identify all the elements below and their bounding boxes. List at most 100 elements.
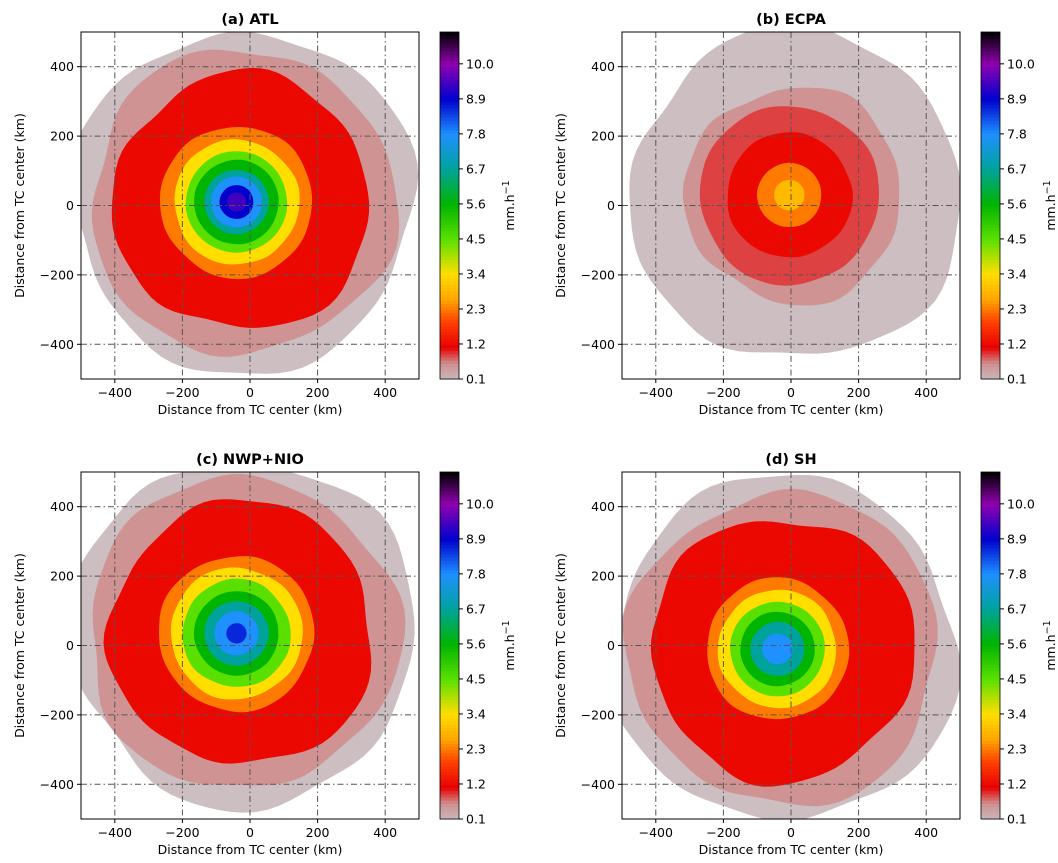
colorbar-segment bbox=[440, 189, 459, 194]
x-tick-label: 400 bbox=[914, 825, 938, 840]
y-tick-label: 400 bbox=[50, 59, 74, 74]
colorbar-segment bbox=[440, 268, 459, 273]
colorbar-segment bbox=[440, 230, 459, 235]
colorbar-segment bbox=[440, 290, 459, 295]
colorbar-segment bbox=[981, 211, 1000, 216]
colorbar-segment bbox=[440, 721, 459, 725]
colorbar-tick-label: 3.4 bbox=[466, 706, 486, 721]
colorbar-label: mm.h−1 bbox=[501, 180, 517, 230]
colorbar-segment bbox=[440, 237, 459, 241]
colorbar-segment bbox=[981, 161, 1000, 166]
colorbar-segment bbox=[981, 721, 1000, 725]
colorbar-segment bbox=[440, 211, 459, 216]
panel-title: (a) ATL bbox=[221, 12, 278, 28]
colorbar: 0.1 1.2 2.3 3.4 4.5 5.6 6.7 7.8 8.9 10.0 mm.h−1 bbox=[980, 31, 1058, 387]
colorbar-segment bbox=[981, 601, 1000, 606]
colorbar-segment bbox=[440, 265, 459, 270]
colorbar-segment bbox=[440, 815, 459, 820]
colorbar-segment bbox=[981, 126, 1000, 131]
colorbar-segment bbox=[440, 341, 459, 345]
colorbar-segment bbox=[981, 490, 1000, 495]
colorbar-segment bbox=[981, 79, 1000, 84]
colorbar-segment bbox=[440, 746, 459, 751]
colorbar-segment bbox=[981, 749, 1000, 754]
colorbar-segment bbox=[981, 626, 1000, 631]
colorbar-tick-label: 0.1 bbox=[466, 812, 486, 827]
colorbar-segment bbox=[440, 120, 459, 125]
colorbar-segment bbox=[981, 503, 1000, 508]
colorbar-segment bbox=[440, 63, 459, 68]
colorbar-tick-label: 8.9 bbox=[466, 531, 486, 546]
colorbar-segment bbox=[981, 202, 1000, 207]
colorbar-segment bbox=[440, 604, 459, 609]
colorbar-segment bbox=[440, 214, 459, 219]
colorbar-segment bbox=[981, 604, 1000, 609]
y-axis-label: Distance from TC center (km) bbox=[553, 113, 568, 298]
colorbar-segment bbox=[981, 538, 1000, 542]
colorbar-segment bbox=[440, 582, 459, 587]
colorbar-segment bbox=[440, 572, 459, 577]
colorbar-segment bbox=[440, 784, 459, 789]
colorbar-segment bbox=[981, 47, 1000, 52]
colorbar-segment bbox=[981, 755, 1000, 760]
colorbar-segment bbox=[440, 579, 459, 584]
colorbar-tick-label: 3.4 bbox=[466, 266, 486, 281]
x-tick-label: 400 bbox=[914, 385, 938, 400]
contour-level-9_4 bbox=[227, 192, 246, 212]
colorbar-segment bbox=[981, 796, 1000, 801]
colorbar-segment bbox=[981, 214, 1000, 219]
colorbar-segment bbox=[981, 563, 1000, 568]
colorbar-segment bbox=[981, 57, 1000, 61]
colorbar-segment bbox=[440, 585, 459, 590]
colorbar-segment bbox=[440, 781, 459, 785]
colorbar-tick-label: 4.5 bbox=[1007, 671, 1027, 686]
colorbar-segment bbox=[981, 522, 1000, 527]
colorbar-segment bbox=[440, 110, 459, 115]
colorbar-segment bbox=[440, 528, 459, 533]
colorbar-segment bbox=[440, 718, 459, 722]
colorbar-segment bbox=[981, 44, 1000, 49]
colorbar-segment bbox=[440, 54, 459, 58]
colorbar-segment bbox=[440, 576, 459, 580]
colorbar-segment bbox=[981, 350, 1000, 355]
colorbar-segment bbox=[981, 547, 1000, 552]
y-tick-label: 0 bbox=[607, 198, 615, 213]
colorbar-segment bbox=[981, 375, 1000, 380]
colorbar-segment bbox=[440, 66, 459, 71]
colorbar-segment bbox=[981, 82, 1000, 87]
colorbar-segment bbox=[440, 114, 459, 118]
colorbar-segment bbox=[981, 366, 1000, 371]
colorbar-segment bbox=[440, 300, 459, 304]
colorbar-segment bbox=[440, 768, 459, 773]
colorbar-segment bbox=[981, 800, 1000, 804]
colorbar-segment bbox=[440, 202, 459, 207]
colorbar-segment bbox=[981, 205, 1000, 210]
colorbar-segment bbox=[981, 233, 1000, 238]
colorbar-segment bbox=[440, 69, 459, 74]
colorbar-segment bbox=[440, 733, 459, 738]
rain-field bbox=[81, 32, 419, 374]
x-tick-label: 400 bbox=[373, 385, 397, 400]
colorbar-segment bbox=[981, 148, 1000, 153]
colorbar-segment bbox=[440, 249, 459, 254]
colorbar-segment bbox=[981, 155, 1000, 159]
colorbar-tick-label: 6.7 bbox=[1007, 161, 1027, 176]
colorbar-segment bbox=[440, 98, 459, 102]
x-tick-label: −200 bbox=[706, 825, 740, 840]
colorbar-segment bbox=[440, 525, 459, 530]
colorbar-segment bbox=[981, 509, 1000, 514]
colorbar-segment bbox=[440, 328, 459, 333]
colorbar-segment bbox=[440, 325, 459, 330]
colorbar-segment bbox=[440, 563, 459, 568]
colorbar-segment bbox=[981, 733, 1000, 738]
colorbar-segment bbox=[981, 572, 1000, 577]
colorbar-tick-label: 6.7 bbox=[1007, 601, 1027, 616]
rain-field bbox=[81, 472, 415, 813]
colorbar-segment bbox=[440, 623, 459, 628]
colorbar-segment bbox=[440, 475, 459, 479]
colorbar-tick-label: 4.5 bbox=[1007, 231, 1027, 246]
colorbar-segment bbox=[440, 481, 459, 486]
colorbar-segment bbox=[440, 246, 459, 251]
colorbar-segment bbox=[981, 60, 1000, 65]
colorbar-segment bbox=[440, 50, 459, 55]
